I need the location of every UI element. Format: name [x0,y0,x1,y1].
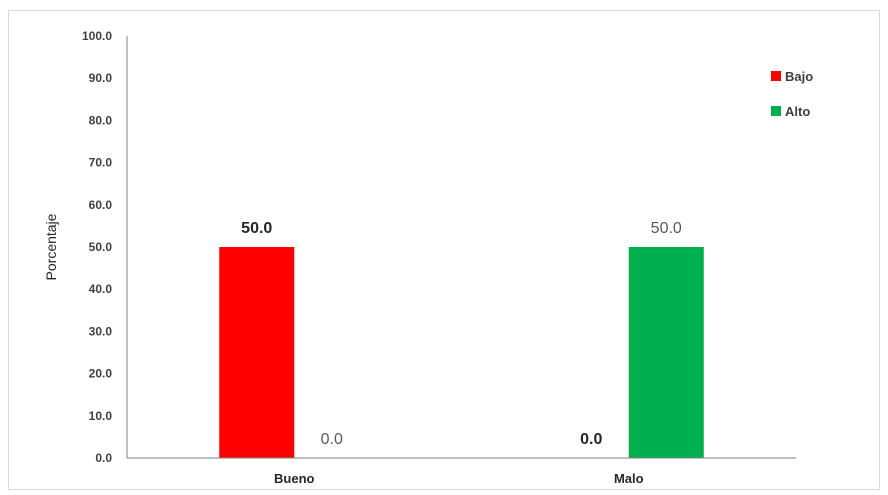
bars [219,247,704,458]
y-tick-label: 70.0 [89,156,113,170]
x-axis-labels: Bueno Malo [274,471,644,486]
y-tick-label: 20.0 [89,367,113,381]
y-tick-label: 60.0 [89,198,113,212]
legend-label-bajo: Bajo [785,69,813,84]
bar-bajo-bueno [219,247,295,458]
y-axis-ticks: 0.0 10.0 20.0 30.0 40.0 50.0 60.0 70.0 80.0 90.0 1… [82,29,112,465]
data-label: 50.0 [651,220,682,237]
x-tick-label: Bueno [274,471,315,486]
y-tick-label: 30.0 [89,324,113,338]
y-tick-label: 10.0 [89,409,113,423]
y-tick-label: 80.0 [89,113,113,127]
legend: Bajo Alto [771,69,813,119]
chart-frame [8,10,880,490]
data-label: 0.0 [580,431,602,448]
y-tick-label: 40.0 [89,282,113,296]
data-label: 0.0 [321,431,343,448]
data-label: 50.0 [241,220,272,237]
legend-swatch-bajo [771,71,781,81]
bar-alto-malo [628,247,704,458]
legend-swatch-alto [771,106,781,116]
legend-label-alto: Alto [785,104,810,119]
x-tick-label: Malo [614,471,644,486]
y-tick-label: 90.0 [89,71,113,85]
y-tick-label: 100.0 [82,29,112,43]
y-tick-label: 0.0 [95,451,112,465]
data-labels: 50.0 0.0 0.0 50.0 [241,220,682,448]
y-tick-label: 50.0 [89,240,113,254]
y-axis-title: Porcentaje [43,213,59,280]
